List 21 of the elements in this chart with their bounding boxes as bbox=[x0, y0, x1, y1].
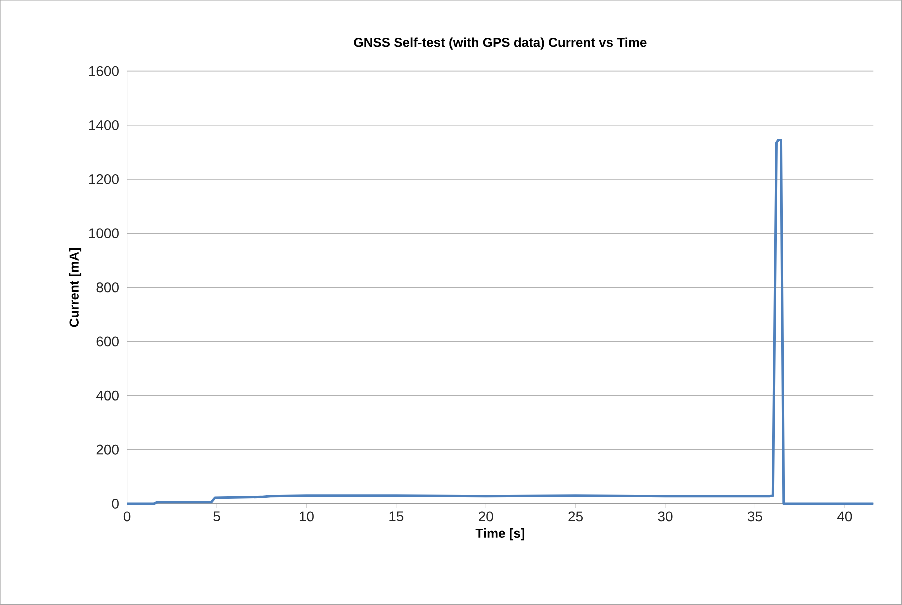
x-tick-label: 15 bbox=[390, 512, 404, 522]
x-tick-label: 25 bbox=[568, 512, 583, 522]
y-tick-label: 0 bbox=[112, 498, 119, 509]
y-tick-label: 1200 bbox=[89, 174, 119, 184]
x-tick-label: 10 bbox=[300, 512, 314, 522]
x-tick-label: 35 bbox=[748, 512, 762, 522]
y-tick-label: 1600 bbox=[89, 66, 119, 76]
y-tick-label: 400 bbox=[96, 390, 119, 401]
x-tick-label: 5 bbox=[214, 512, 220, 522]
x-tick-label: 30 bbox=[658, 512, 673, 522]
y-axis-title: Current [mA] bbox=[69, 248, 82, 328]
x-axis-title: Time [s] bbox=[476, 528, 525, 540]
y-tick-label: 200 bbox=[96, 444, 119, 455]
x-tick-label: 20 bbox=[479, 512, 494, 522]
x-tick-label: 0 bbox=[124, 512, 131, 522]
y-tick-label: 1000 bbox=[89, 228, 119, 238]
y-tick-label: 600 bbox=[96, 336, 119, 347]
y-tick-label: 1400 bbox=[89, 120, 119, 130]
x-tick-label: 40 bbox=[837, 512, 852, 522]
chart-title: GNSS Self-test (with GPS data) Current vs Time bbox=[354, 38, 647, 50]
y-tick-label: 800 bbox=[96, 282, 119, 292]
